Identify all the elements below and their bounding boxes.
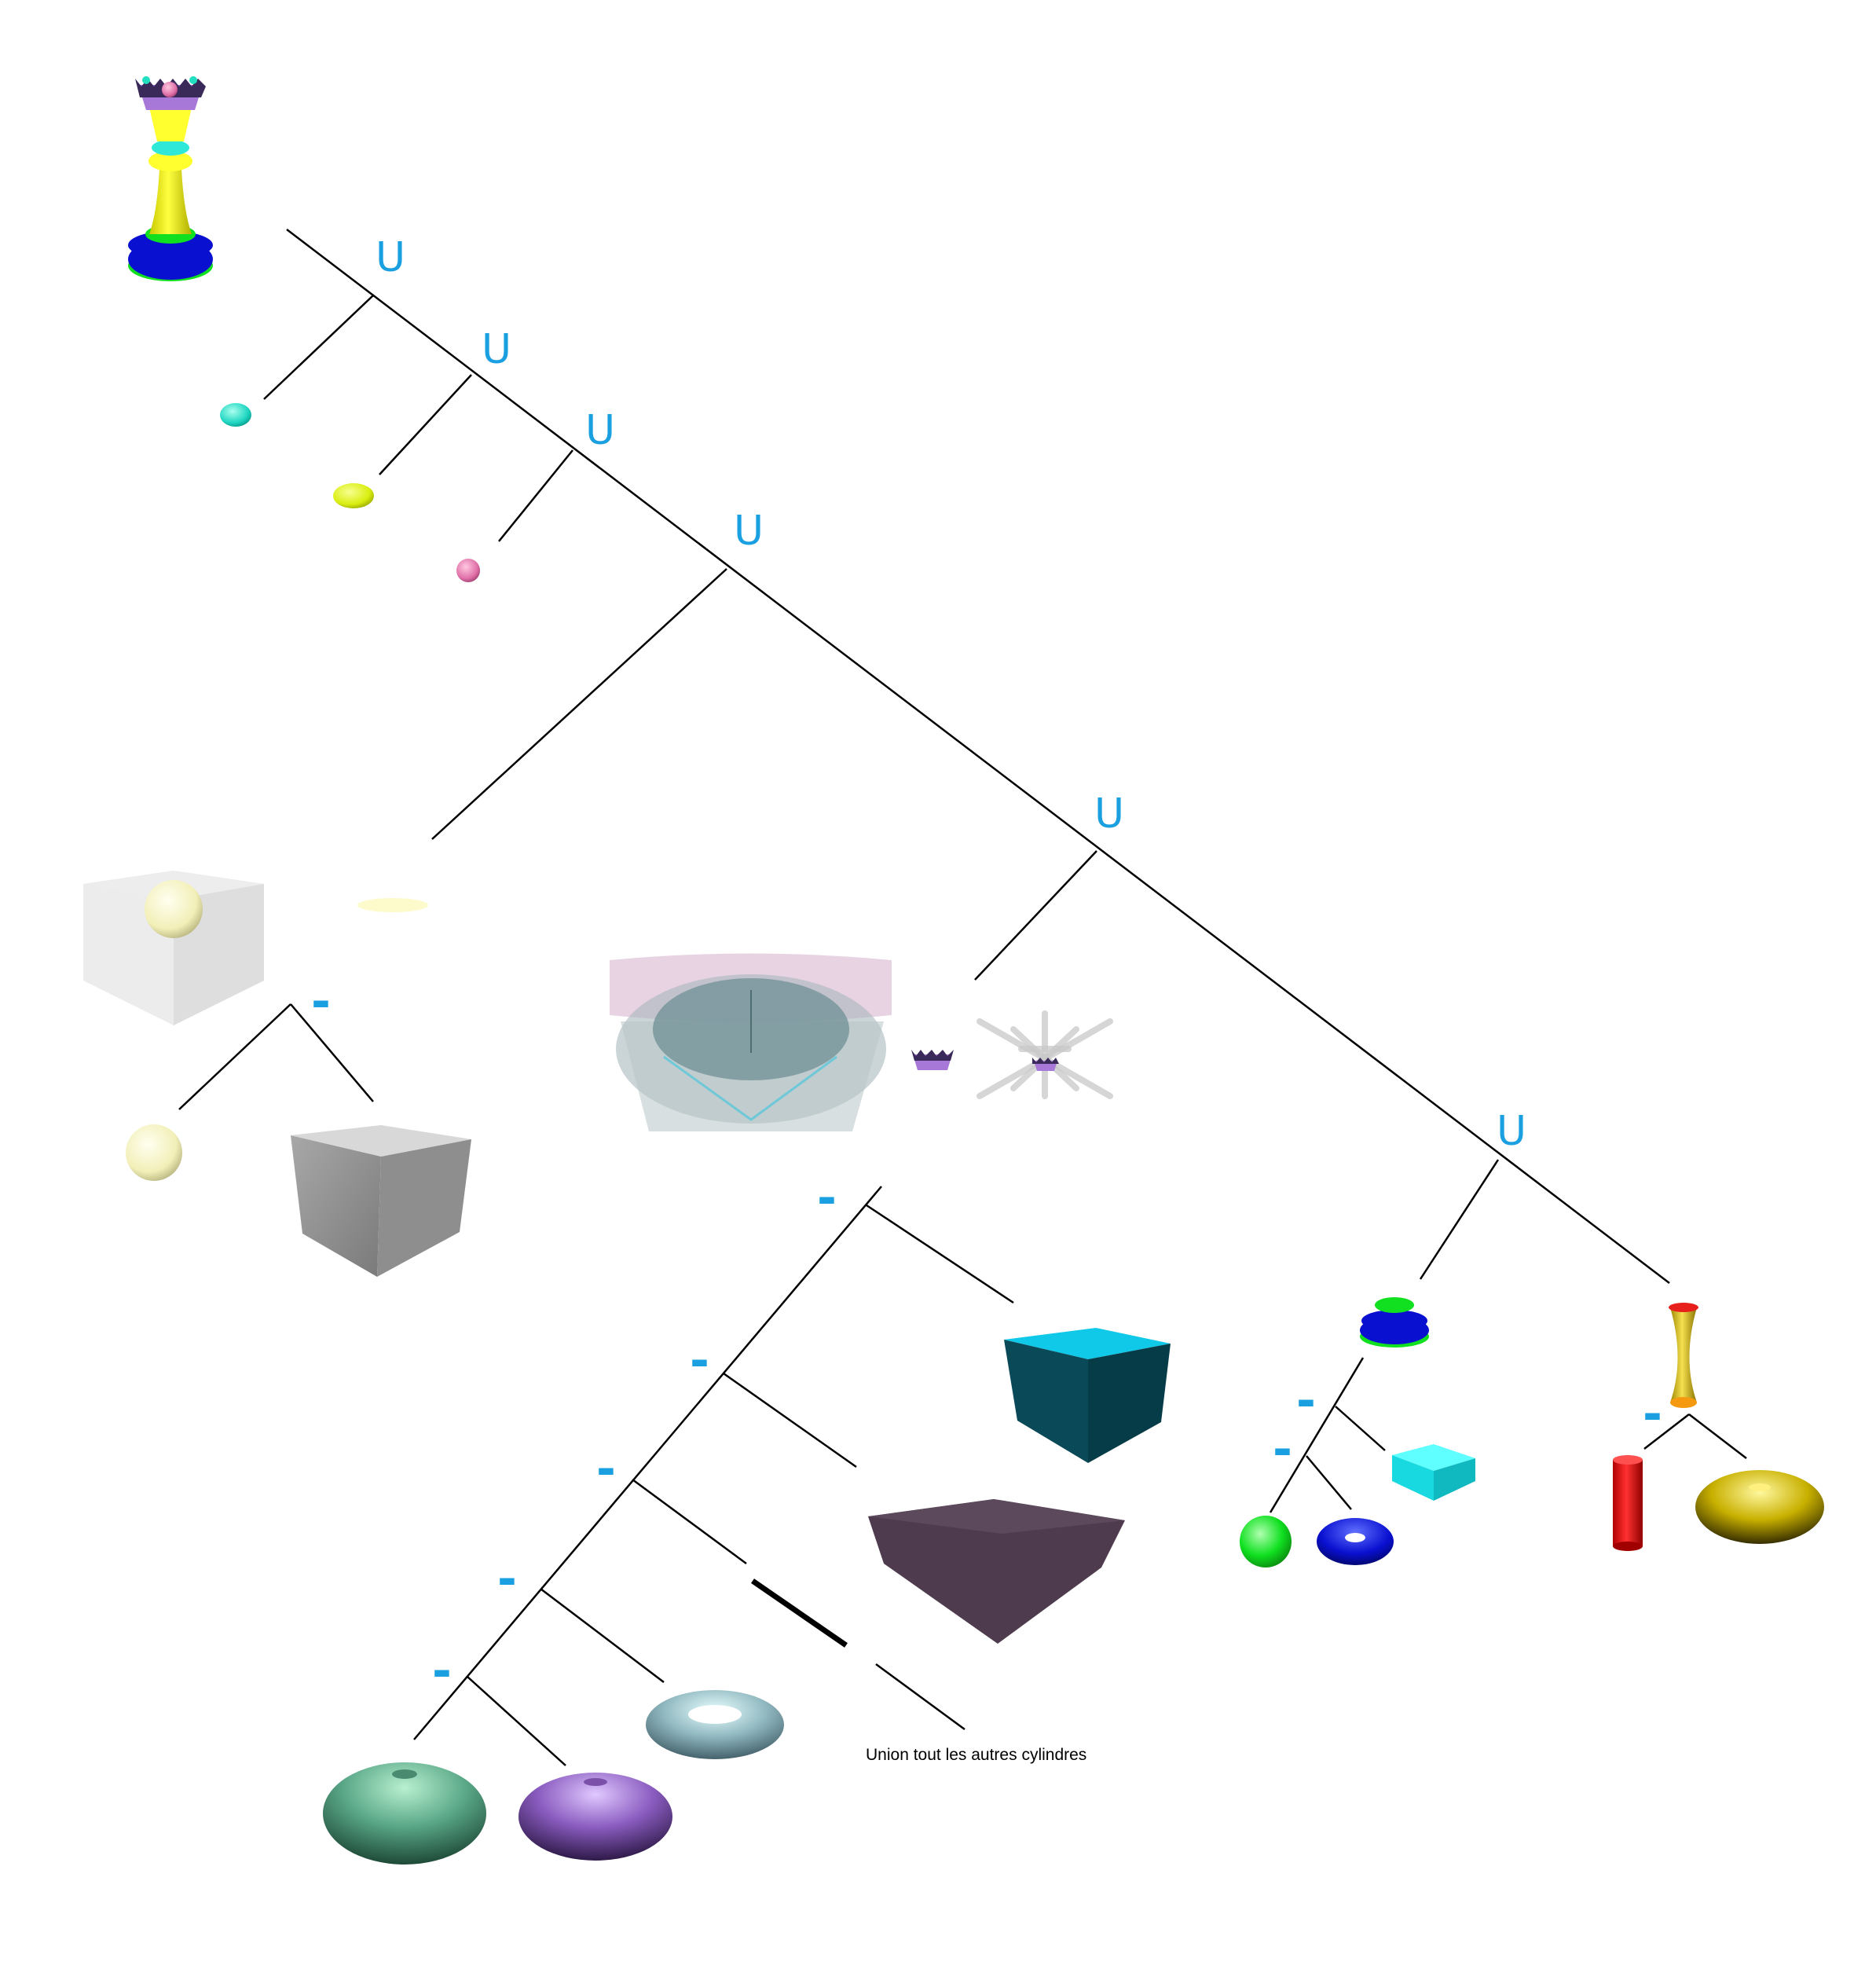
cyan-ellipsoid [220, 403, 251, 427]
cyan-block [1392, 1444, 1475, 1501]
union-operator-3: U [585, 407, 615, 454]
difference-operator-base-2: - [1273, 1422, 1292, 1477]
edge-hour-right [1689, 1414, 1746, 1458]
edge-chain-top-right [867, 1205, 1013, 1303]
difference-operator-chain-1: - [817, 1171, 837, 1226]
union-operator-6: U [1497, 1108, 1526, 1155]
union-operator-4: U [734, 508, 764, 555]
edge-u2-left [379, 375, 471, 475]
edge-u1-left [264, 295, 373, 399]
base-stack [1360, 1297, 1429, 1348]
edge-chain-5-right [467, 1677, 566, 1766]
difference-operator-chain-4: - [497, 1552, 517, 1607]
grey-cube [291, 1125, 471, 1277]
cylinders-note: Union tout les autres cylindres [866, 1746, 1086, 1764]
edge-base-blue-torus [1306, 1456, 1351, 1509]
edge-diff1-right [291, 1004, 373, 1102]
edge-u6-left [1420, 1160, 1498, 1279]
translucent-crown-composite [610, 954, 892, 1132]
flat-disc [357, 898, 428, 912]
pale-sphere [126, 1124, 182, 1181]
dark-slab [868, 1499, 1125, 1644]
union-operator-1: U [376, 234, 405, 281]
edge-base-cyan-block [1336, 1406, 1385, 1450]
purple-torus [518, 1773, 672, 1861]
union-operator-2: U [482, 326, 511, 373]
edge-chain-4-right [540, 1589, 664, 1682]
yellow-ellipsoid [333, 483, 374, 508]
translucent-cube-with-sphere [83, 871, 264, 1025]
edge-chain-2-right [724, 1373, 856, 1467]
thin-cylinder [753, 1581, 846, 1645]
difference-operator-chain-3: - [596, 1442, 616, 1497]
union-operator-5: U [1094, 790, 1124, 838]
red-cylinder [1613, 1455, 1643, 1551]
crown-with-cylinders [980, 1014, 1110, 1096]
teal-box [1004, 1328, 1171, 1463]
queen-piece [128, 76, 213, 281]
edge-chain-3-right [632, 1480, 746, 1564]
edge-cylinders [876, 1664, 965, 1729]
green-torus [323, 1762, 486, 1864]
difference-operator-hourglass: - [1643, 1387, 1662, 1442]
difference-operator-cube: - [311, 974, 331, 1029]
edge-chain-main [414, 1186, 881, 1740]
edge-spine [287, 229, 1669, 1283]
light-torus [646, 1690, 784, 1759]
green-sphere [1240, 1516, 1292, 1568]
yellow-torus [1695, 1470, 1824, 1544]
edge-u4-left [432, 569, 727, 839]
difference-operator-base-1: - [1296, 1373, 1316, 1428]
hourglass [1669, 1303, 1698, 1408]
pink-sphere [456, 559, 480, 582]
edge-diff1-left [179, 1004, 291, 1109]
edge-u3-left [499, 450, 573, 541]
crown [911, 1050, 954, 1070]
blue-torus [1317, 1518, 1394, 1565]
edge-u5-left [975, 851, 1097, 980]
difference-operator-chain-2: - [690, 1333, 709, 1388]
difference-operator-chain-5: - [432, 1644, 452, 1699]
